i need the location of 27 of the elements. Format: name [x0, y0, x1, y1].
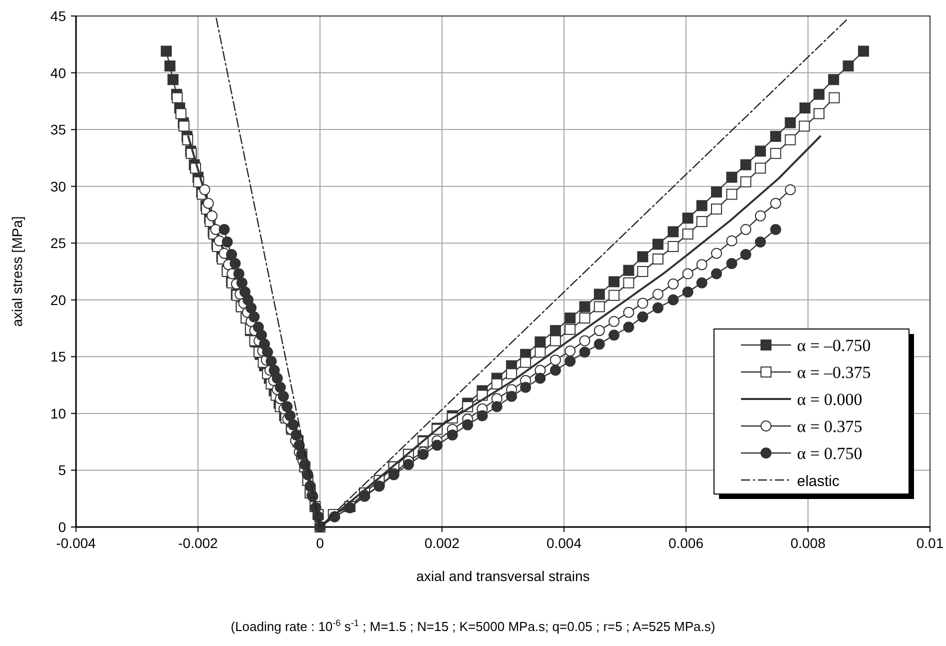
x-tick-label: 0.002: [424, 535, 460, 551]
legend-label: α = 0.000: [797, 390, 862, 409]
x-tick-label: -0.002: [178, 535, 218, 551]
legend-label: α = –0.750: [797, 336, 871, 355]
y-tick-label: 25: [50, 235, 66, 252]
legend-label: α = –0.375: [797, 363, 871, 382]
y-tick-label: 5: [58, 462, 66, 478]
x-tick-label: 0.01: [916, 535, 944, 551]
text: (Loading rate : 10$^{-6}$ s$^{-1}$ ; M=1.5 ; N=15 ; K=5000 MPa.s; q=0.05 ; r=5 ; A=525 MPa.s): [230, 618, 716, 634]
y-tick-label: 0: [58, 519, 66, 535]
legend-label: α = 0.375: [797, 417, 862, 436]
legend-label: elastic: [797, 473, 840, 490]
x-axis-title: axial and transversal strains: [416, 568, 590, 584]
x-tick-label: 0.004: [546, 535, 582, 551]
y-tick-label: 10: [50, 405, 66, 422]
y-tick-label: 45: [50, 8, 66, 24]
x-tick-label: -0.004: [56, 535, 96, 551]
y-tick-label: 40: [50, 64, 66, 81]
y-tick-label: 15: [50, 348, 66, 365]
y-tick-label: 20: [50, 292, 66, 308]
y-tick-label: 30: [50, 178, 66, 194]
y-tick-label: 35: [50, 122, 66, 138]
x-tick-label: 0.008: [790, 535, 826, 551]
x-tick-label: 0: [316, 535, 324, 551]
x-tick-label: 0.006: [668, 535, 704, 551]
legend-label: α = 0.750: [797, 444, 862, 463]
y-axis-title: axial stress [MPa]: [9, 216, 25, 327]
